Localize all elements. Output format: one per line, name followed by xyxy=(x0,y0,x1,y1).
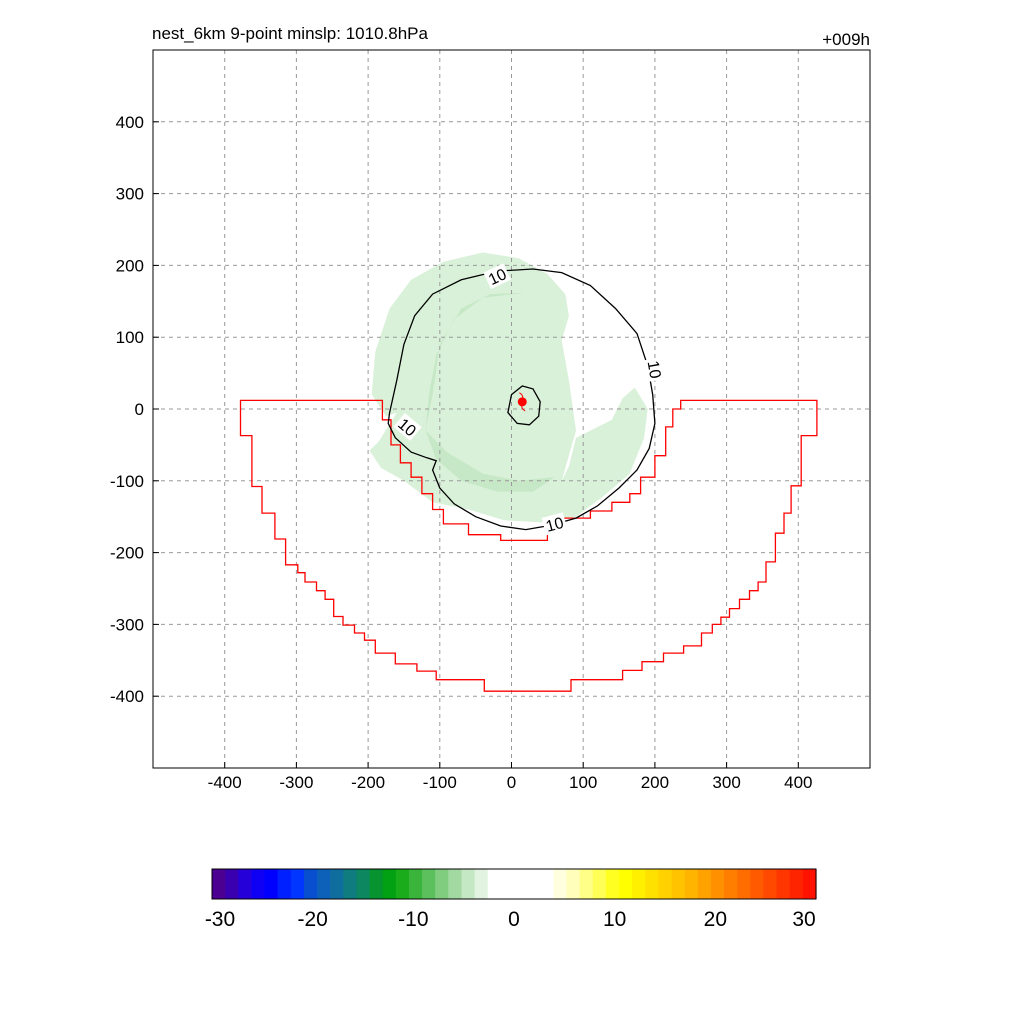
y-tick-label: -400 xyxy=(110,687,144,706)
colorbar-swatch xyxy=(264,869,279,899)
colorbar-swatch xyxy=(763,869,778,899)
contour-center xyxy=(507,385,541,426)
colorbar-swatch xyxy=(684,869,699,899)
storm-center-arm xyxy=(521,401,526,412)
colorbar-tick-label: -10 xyxy=(398,908,428,931)
colorbar-swatch xyxy=(500,869,515,899)
x-tick-label: 400 xyxy=(784,773,812,792)
colorbar-swatch xyxy=(697,869,712,899)
contour-label-bg xyxy=(393,412,422,441)
colorbar-swatch xyxy=(395,869,410,899)
colorbar-swatch xyxy=(619,869,633,899)
forecast-hour-label: +009h xyxy=(822,30,870,49)
y-tick-label: 0 xyxy=(135,400,144,419)
colorbar-swatch xyxy=(251,869,266,899)
x-tick-label: -200 xyxy=(351,773,385,792)
contour-label-bg xyxy=(541,512,568,536)
colorbar-swatch xyxy=(724,869,738,899)
storm-center-arm xyxy=(519,392,524,402)
colorbar-swatch xyxy=(277,869,292,899)
contour-label-bg xyxy=(483,263,511,289)
x-tick-label: 100 xyxy=(569,773,597,792)
colorbar-swatch xyxy=(408,869,423,899)
contour-label-bg xyxy=(644,357,666,382)
colorbar-tick-label: 30 xyxy=(792,908,815,931)
colorbar-swatch xyxy=(658,869,673,899)
colorbar-swatch xyxy=(369,869,384,899)
colorbar: -30 -20 -10 0 10 20 30 xyxy=(205,868,817,931)
contour-label: 10 xyxy=(544,515,566,536)
colorbar-swatch xyxy=(605,869,620,899)
x-axis: -400 -300 -200 -100 0 100 200 300 400 xyxy=(208,762,812,792)
chart-title: nest_6km 9-point minslp: 1010.8hPa xyxy=(152,24,428,43)
colorbar-swatch xyxy=(710,869,725,899)
y-tick-label: 100 xyxy=(116,328,144,347)
colorbar-tick-label: 20 xyxy=(704,908,727,931)
colorbar-swatch xyxy=(343,869,358,899)
colorbar-swatch xyxy=(671,869,686,899)
y-tick-label: 300 xyxy=(116,185,144,204)
colorbar-swatch xyxy=(212,869,226,899)
colorbar-swatch xyxy=(632,869,646,899)
y-tick-label: 200 xyxy=(116,256,144,275)
colorbar-frame xyxy=(211,868,817,900)
x-tick-label: -100 xyxy=(423,773,457,792)
colorbar-tick-label: 0 xyxy=(508,908,520,931)
colorbar-swatch xyxy=(540,869,554,899)
x-tick-label: -400 xyxy=(208,773,242,792)
colorbar-swatch xyxy=(225,869,239,899)
colorbar-swatch xyxy=(422,869,436,899)
colorbar-swatch xyxy=(566,869,581,899)
colorbar-swatch xyxy=(238,869,252,899)
colorbar-swatch xyxy=(356,869,371,899)
colorbar-swatch xyxy=(487,869,502,899)
colorbar-swatch xyxy=(435,869,449,899)
colorbar-swatch xyxy=(461,869,476,899)
x-tick-label: 200 xyxy=(641,773,669,792)
colorbar-tick-label: -20 xyxy=(297,908,327,931)
colorbar-tick-label: -30 xyxy=(205,908,235,931)
domain-boundary xyxy=(239,399,818,692)
colorbar-swatch xyxy=(448,869,463,899)
colorbar-swatch xyxy=(737,869,751,899)
y-tick-label: -300 xyxy=(110,615,144,634)
colorbar-swatch xyxy=(553,869,568,899)
colorbar-swatch xyxy=(645,869,660,899)
contour-label: 10 xyxy=(486,266,509,289)
colorbar-swatch xyxy=(303,869,318,899)
contour-10 xyxy=(387,268,656,531)
x-tick-label: -300 xyxy=(279,773,313,792)
colorbar-swatch xyxy=(789,869,804,899)
y-axis: 400 300 200 100 0 -100 -200 -300 -400 xyxy=(110,113,159,706)
x-tick-label: 0 xyxy=(507,773,516,792)
colorbar-swatch xyxy=(382,869,397,899)
colorbar-tick-label: 10 xyxy=(603,908,626,931)
colorbar-swatch xyxy=(317,869,331,899)
colorbar-swatch xyxy=(579,869,594,899)
y-tick-label: -100 xyxy=(110,472,144,491)
colorbar-swatch xyxy=(750,869,765,899)
colorbar-swatch xyxy=(474,869,489,899)
x-tick-label: 300 xyxy=(712,773,740,792)
colorbar-swatch xyxy=(776,869,791,899)
colorbar-swatch xyxy=(592,869,607,899)
y-tick-label: -200 xyxy=(110,544,144,563)
colorbar-swatch xyxy=(290,869,305,899)
colorbar-swatch xyxy=(330,869,344,899)
colorbar-swatch xyxy=(514,869,528,899)
colorbar-swatch xyxy=(802,869,817,899)
y-tick-label: 400 xyxy=(116,113,144,132)
colorbar-swatch xyxy=(527,869,541,899)
contour-label: 10 xyxy=(644,360,664,381)
